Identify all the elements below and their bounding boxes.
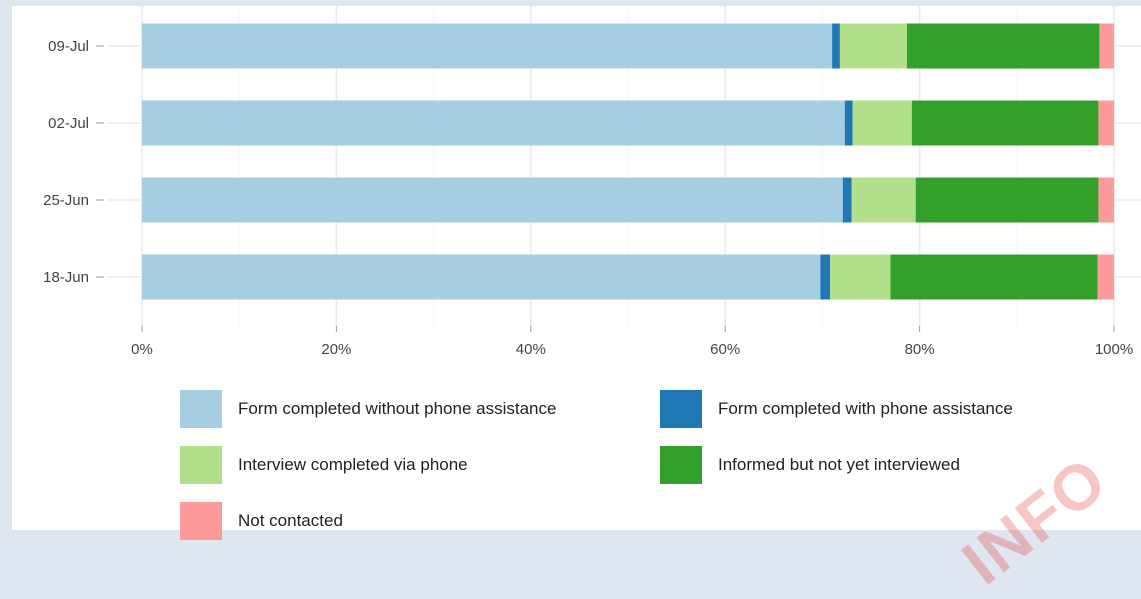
legend-item: Form completed with phone assistance xyxy=(660,390,1013,428)
bar-segment xyxy=(1097,254,1114,300)
bar-segment xyxy=(1098,177,1114,223)
legend-swatch xyxy=(180,502,222,540)
bar-segment xyxy=(820,254,831,300)
legend-item: Not contacted xyxy=(180,502,343,540)
legend-item: Form completed without phone assistance xyxy=(180,390,556,428)
bar-segment xyxy=(142,177,843,223)
x-tick-label: 0% xyxy=(131,341,153,358)
y-tick-label: 25-Jun xyxy=(43,192,89,209)
legend-swatch xyxy=(180,446,222,484)
bar-segment xyxy=(911,100,1099,146)
bar-segment xyxy=(1098,100,1114,146)
legend-label: Informed but not yet interviewed xyxy=(718,455,960,474)
y-tick-label: 09-Jul xyxy=(48,38,89,55)
legend-item: Interview completed via phone xyxy=(180,446,468,484)
x-tick-label: 40% xyxy=(516,341,546,358)
x-tick-label: 80% xyxy=(905,341,935,358)
bar-segment xyxy=(830,254,891,300)
bar-segment xyxy=(142,100,845,146)
chart-panel: 09-Jul 02-Jul 25-Jun 18-Jun 0% 20% 40% 60% 80% 10… xyxy=(12,6,1141,598)
bar-segment xyxy=(842,177,852,223)
bar-segment xyxy=(832,23,840,69)
bar-segment xyxy=(839,23,907,69)
legend-label: Interview completed via phone xyxy=(238,455,468,474)
bar-segment xyxy=(852,100,912,146)
legend-label: Form completed without phone assistance xyxy=(238,399,557,418)
x-tick-label: 60% xyxy=(710,341,740,358)
legend-label: Form completed with phone assistance xyxy=(718,399,1013,418)
x-tick-label: 20% xyxy=(321,341,351,358)
legend-swatch xyxy=(660,446,702,484)
bar-segment xyxy=(890,254,1098,300)
bar-segment xyxy=(142,254,821,300)
x-tick-label: 100% xyxy=(1095,341,1133,358)
bar-segment xyxy=(844,100,853,146)
bar-segment xyxy=(1099,23,1114,69)
y-tick-label: 18-Jun xyxy=(43,269,89,286)
legend-swatch xyxy=(180,390,222,428)
bar-segment xyxy=(851,177,916,223)
chart-legend: Form completed without phone assistance F… xyxy=(180,390,1140,540)
y-tick-label: 02-Jul xyxy=(48,115,89,132)
legend-swatch xyxy=(660,390,702,428)
legend-label: Not contacted xyxy=(238,511,343,530)
bar-segment xyxy=(915,177,1099,223)
chart-plot: 09-Jul 02-Jul 25-Jun 18-Jun 0% 20% 40% 60% 80% 10… xyxy=(43,6,1141,358)
bar-segment xyxy=(142,23,833,69)
bar-segment xyxy=(906,23,1100,69)
legend-item: Informed but not yet interviewed xyxy=(660,446,960,484)
